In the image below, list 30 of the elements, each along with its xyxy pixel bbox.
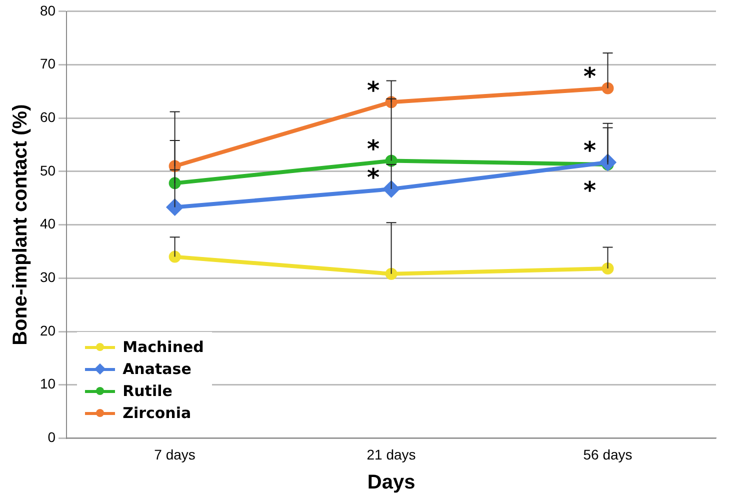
point (383, 181, 400, 198)
legend-label: Rutile (122, 382, 172, 400)
x-tick-label: 21 days (366, 446, 416, 462)
legend-label: Zirconia (122, 404, 192, 422)
point (602, 82, 614, 94)
x-axis-title: Days (367, 472, 416, 494)
y-axis-title: Bone-implant contact (%) (10, 104, 32, 346)
y-tick-label: 0 (48, 429, 56, 446)
point (168, 250, 181, 263)
y-tick-label: 70 (40, 56, 56, 72)
annotation: * (367, 163, 380, 192)
x-tick-label: 7 days (154, 446, 196, 462)
point (385, 268, 398, 280)
y-tick-label: 20 (40, 322, 56, 338)
y-tick-label: 10 (40, 376, 56, 392)
annotation: * (583, 62, 596, 90)
legend-label: Anatase (122, 360, 192, 378)
y-tick-label: 40 (40, 216, 56, 232)
point (602, 262, 614, 275)
annotation: * (583, 176, 596, 205)
x-tick-label: 56 days (583, 446, 632, 462)
y-tick-label: 60 (40, 108, 56, 125)
annotation: * (367, 135, 380, 164)
annotation: * (367, 76, 380, 104)
y-tick-label: 50 (40, 162, 56, 178)
legend-label: Machined (122, 338, 204, 356)
annotation: * (583, 136, 596, 165)
point (166, 199, 183, 216)
y-tick-label: 30 (40, 269, 56, 286)
y-tick-label: 80 (40, 2, 56, 18)
